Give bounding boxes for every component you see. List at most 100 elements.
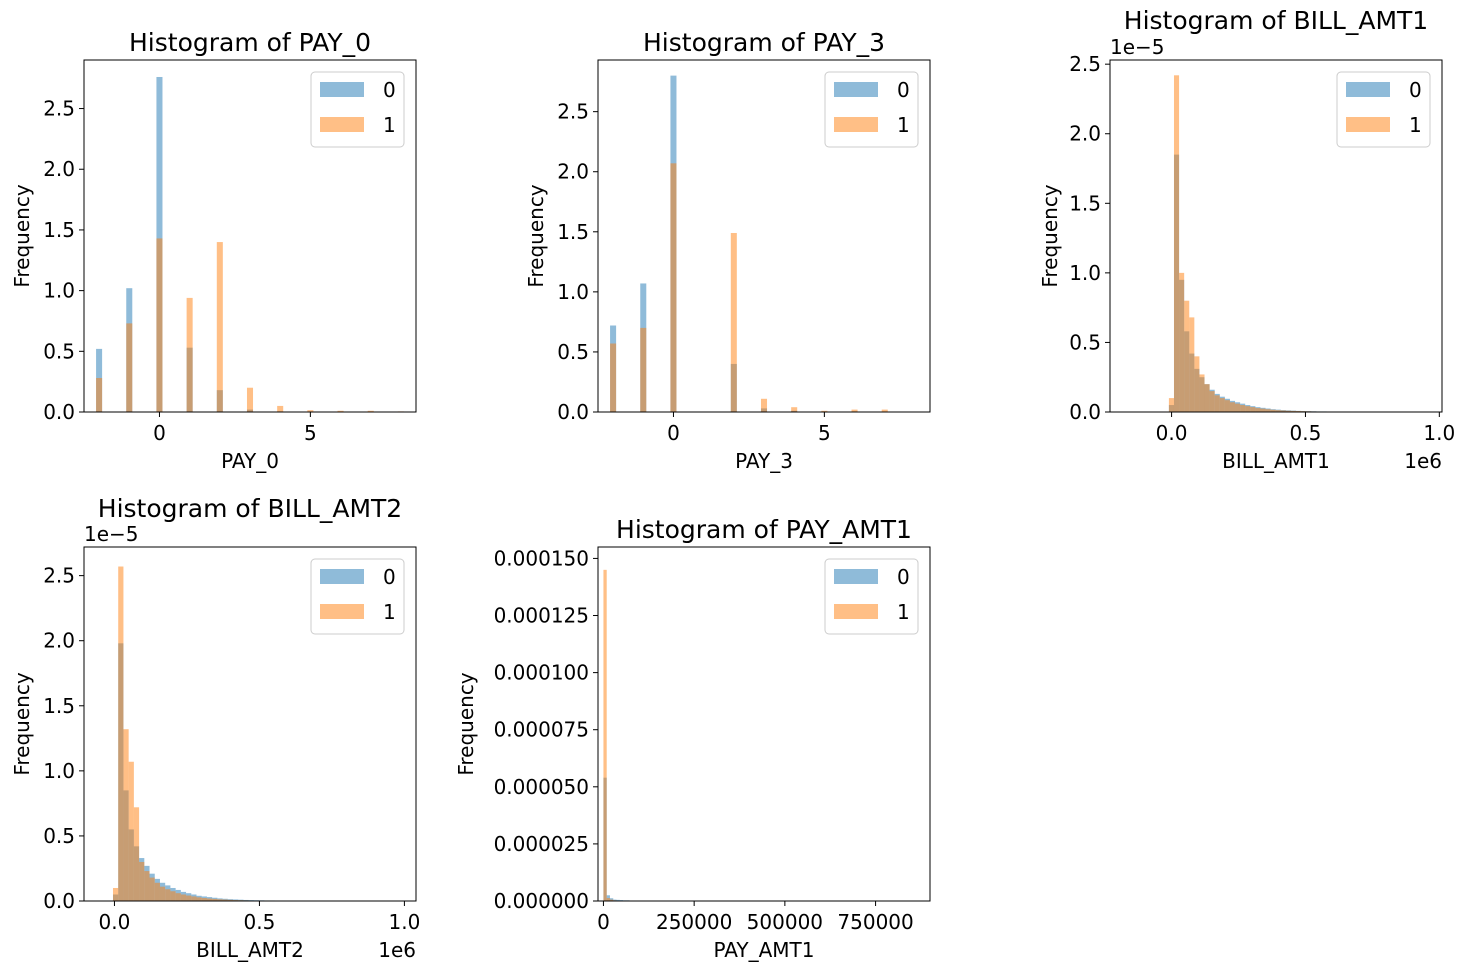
bars xyxy=(610,75,888,412)
y-axis-label: Frequency xyxy=(454,672,478,775)
y-tick-label: 0.000075 xyxy=(494,718,589,742)
y-tick-label: 2.5 xyxy=(557,100,589,124)
bar xyxy=(1250,407,1256,412)
axes-frame xyxy=(1109,59,1443,413)
series-1 xyxy=(1168,75,1429,412)
x-tick-label: 0.5 xyxy=(1290,421,1322,445)
x-offset-text: 1e6 xyxy=(378,938,416,962)
y-offset-text: 1e−5 xyxy=(1110,35,1165,59)
y-axis-label: Frequency xyxy=(524,184,548,287)
bar xyxy=(191,896,197,901)
bar xyxy=(1280,410,1286,412)
legend: 01 xyxy=(824,558,919,635)
bar xyxy=(1194,356,1200,412)
y-tick-label: 1.0 xyxy=(557,280,589,304)
axes-frame xyxy=(597,546,931,902)
bar xyxy=(175,893,181,901)
legend-swatch-1 xyxy=(834,604,878,619)
legend-swatch-1 xyxy=(1346,117,1390,132)
y-tick-label: 2.0 xyxy=(43,629,75,653)
bar xyxy=(881,409,888,412)
subplot-5: 0.000000 0.000025 0.000050 0.000075 0.000100… xyxy=(454,515,931,962)
bar xyxy=(180,894,187,901)
x-tick-label: 0.0 xyxy=(1156,421,1188,445)
x-axis-label: PAY_0 xyxy=(221,449,279,473)
bar xyxy=(1184,300,1190,412)
bars xyxy=(1168,75,1429,412)
axes-frame xyxy=(597,59,931,413)
bars xyxy=(112,566,406,901)
bar xyxy=(212,898,218,901)
legend-label-0: 0 xyxy=(383,565,396,589)
bar xyxy=(156,238,163,412)
chart-title: Histogram of PAY_3 xyxy=(643,28,885,57)
bar xyxy=(670,163,677,412)
bar xyxy=(165,889,171,901)
series-0 xyxy=(112,643,406,901)
bar xyxy=(606,898,610,901)
x-tick-label: 500000 xyxy=(747,910,823,934)
subplot-3: 0.0 0.5 1.0 1.5 2.0 2.5 0.0 0.5 1.0 Histogram of … xyxy=(1038,6,1455,473)
chart-title: Histogram of BILL_AMT1 xyxy=(1124,6,1428,35)
bars xyxy=(603,569,650,901)
bar xyxy=(159,886,166,901)
subplot-1: 0.0 0.5 1.0 1.5 2.0 2.5 0 5 Histogram of PAY_0 PA… xyxy=(10,28,417,473)
legend-swatch-0 xyxy=(320,569,364,584)
y-offset-text: 1e−5 xyxy=(84,522,139,546)
x-tick-label: 250000 xyxy=(656,910,732,934)
x-tick-label: 750000 xyxy=(837,910,913,934)
series-0 xyxy=(603,777,650,901)
subplot-2: 0.0 0.5 1.0 1.5 2.0 2.5 0 5 Histogram of PAY_3 PA… xyxy=(524,28,931,473)
y-tick-label: 2.0 xyxy=(1069,122,1101,146)
legend: 01 xyxy=(824,71,919,148)
bar xyxy=(126,323,133,412)
bar xyxy=(367,410,374,412)
y-tick-label: 0.5 xyxy=(557,340,589,364)
bar xyxy=(1199,374,1205,412)
bar xyxy=(640,327,647,412)
legend-swatch-0 xyxy=(1346,82,1390,97)
legend-label-1: 1 xyxy=(897,113,910,137)
bar xyxy=(196,897,202,901)
bar xyxy=(307,410,314,412)
bar xyxy=(170,891,176,901)
y-tick-label: 0.000050 xyxy=(494,775,589,799)
bar xyxy=(1229,402,1236,412)
bar xyxy=(1290,410,1297,412)
x-offset-text: 1e6 xyxy=(1404,449,1442,473)
series-1 xyxy=(610,163,888,412)
bar xyxy=(1260,408,1266,412)
y-tick-label: 1.0 xyxy=(1069,261,1101,285)
y-tick-label: 1.0 xyxy=(43,759,75,783)
x-tick-label: 5 xyxy=(818,421,831,445)
y-tick-label: 0.0 xyxy=(557,400,589,424)
bar xyxy=(1265,409,1271,412)
bar xyxy=(246,387,254,412)
y-tick-label: 0.5 xyxy=(43,339,75,363)
bar xyxy=(1173,75,1180,412)
legend-label-0: 0 xyxy=(1409,78,1422,102)
y-tick-label: 1.5 xyxy=(1069,191,1101,215)
bar xyxy=(1235,403,1241,412)
y-tick-label: 1.5 xyxy=(43,694,75,718)
y-tick-label: 0.000025 xyxy=(494,832,589,856)
legend-swatch-0 xyxy=(834,569,878,584)
legend-label-1: 1 xyxy=(383,600,396,624)
legend-swatch-0 xyxy=(834,82,878,97)
series-1 xyxy=(96,238,404,412)
legend-swatch-1 xyxy=(834,117,878,132)
bar xyxy=(118,566,124,901)
bar xyxy=(123,729,129,901)
axes-frame xyxy=(83,59,417,413)
bar xyxy=(1209,391,1215,412)
bar xyxy=(1285,410,1291,412)
bar xyxy=(851,409,858,412)
bar xyxy=(1255,408,1261,412)
axes-frame xyxy=(83,546,417,902)
bar xyxy=(186,895,192,901)
x-tick-label: 1.0 xyxy=(388,910,420,934)
y-tick-label: 0.000100 xyxy=(494,661,589,685)
y-tick-label: 0.0 xyxy=(1069,400,1101,424)
bar xyxy=(1179,272,1185,412)
legend-label-0: 0 xyxy=(383,78,396,102)
